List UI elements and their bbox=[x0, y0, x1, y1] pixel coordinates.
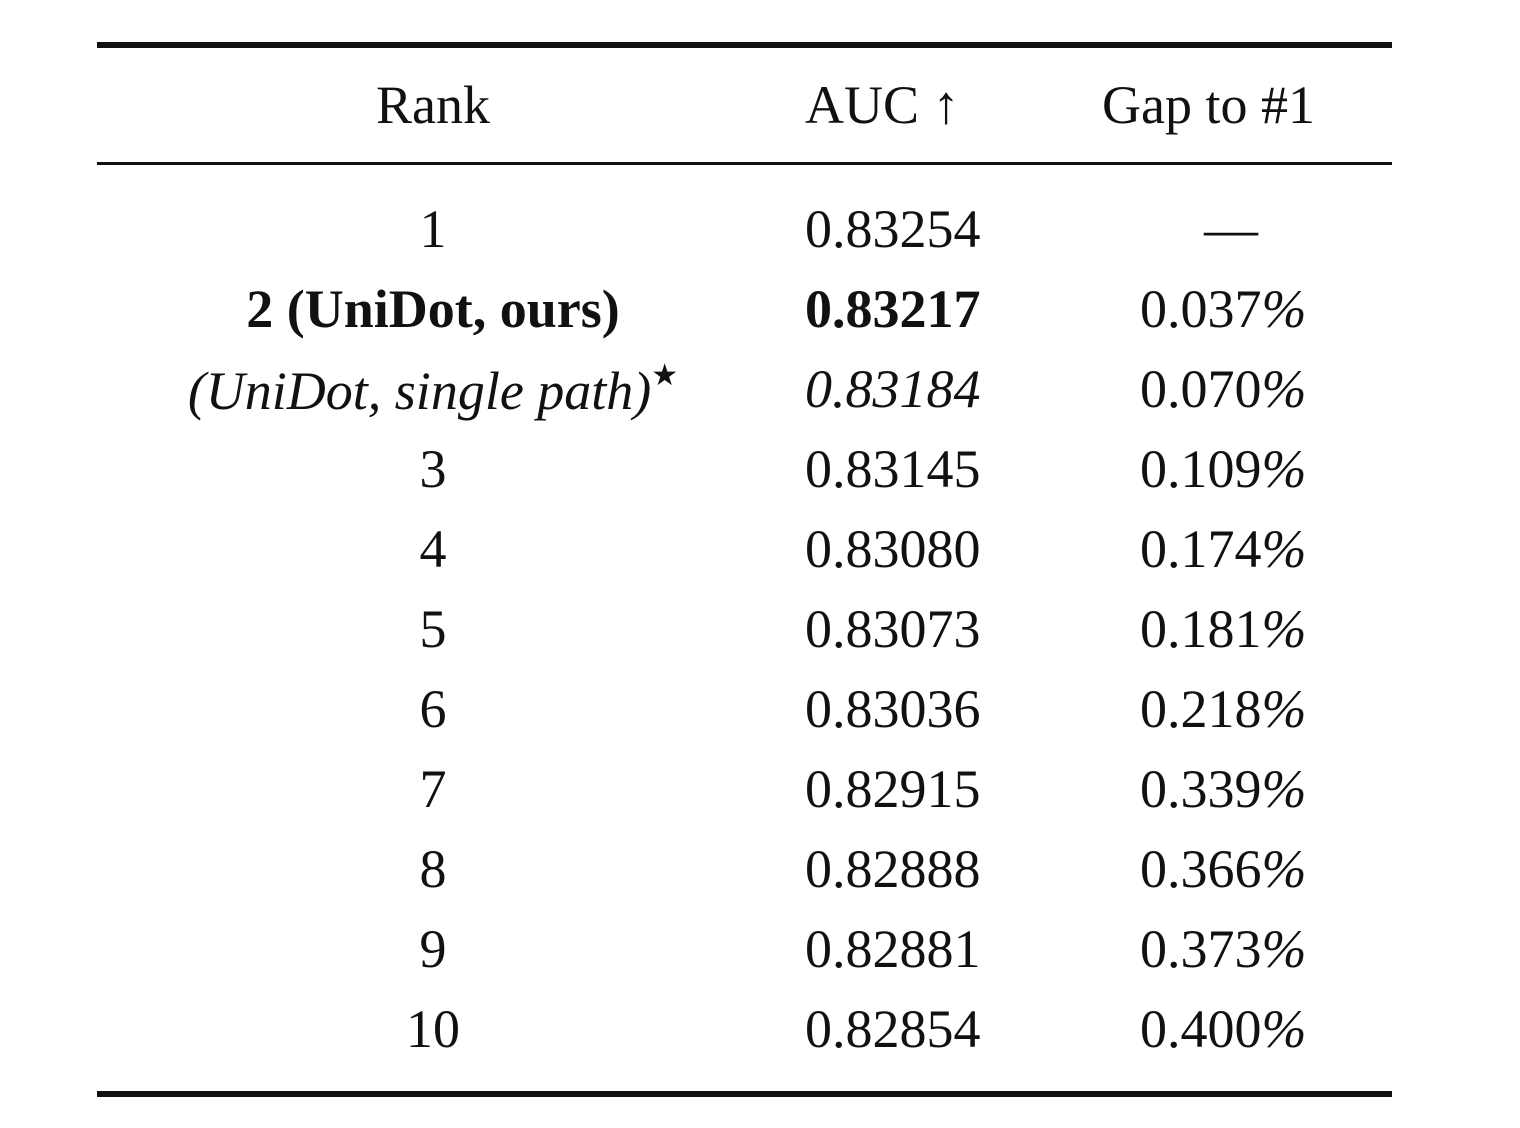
percent-sign: % bbox=[1261, 919, 1307, 979]
header-row: Rank AUC ↑ Gap to #1 bbox=[97, 45, 1392, 164]
table-row-ours: 2 (UniDot, ours) 0.83217 0.037% bbox=[97, 269, 1392, 349]
gap-cell: 0.366% bbox=[1075, 829, 1392, 909]
table-header: Rank AUC ↑ Gap to #1 bbox=[97, 45, 1392, 164]
percent-sign: % bbox=[1261, 439, 1307, 499]
table-body: 1 0.83254 — 2 (UniDot, ours) 0.83217 0.0… bbox=[97, 164, 1392, 1094]
table-row: 5 0.83073 0.181% bbox=[97, 589, 1392, 669]
table-row: 6 0.83036 0.218% bbox=[97, 669, 1392, 749]
auc-cell: 0.82888 bbox=[805, 839, 981, 899]
gap-value: 0.400 bbox=[1140, 999, 1262, 1059]
rank-cell: 1 bbox=[419, 199, 447, 259]
percent-sign: % bbox=[1261, 359, 1307, 419]
table-row-single-path: (UniDot, single path)★ 0.83184 0.070% bbox=[97, 349, 1392, 429]
auc-cell: 0.83217 bbox=[805, 279, 981, 339]
auc-cell: 0.82915 bbox=[805, 759, 981, 819]
rank-cell: (UniDot, single path)★ bbox=[97, 349, 769, 429]
percent-sign: % bbox=[1261, 519, 1307, 579]
gap-cell: 0.070% bbox=[1075, 349, 1392, 429]
gap-cell: 0.339% bbox=[1075, 749, 1392, 829]
table-row: 7 0.82915 0.339% bbox=[97, 749, 1392, 829]
rank-cell: 4 bbox=[419, 519, 447, 579]
gap-cell: 0.400% bbox=[1075, 989, 1392, 1094]
auc-cell: 0.83080 bbox=[805, 519, 981, 579]
leaderboard-table-container: Rank AUC ↑ Gap to #1 1 0.83254 — 2 (UniD… bbox=[97, 42, 1392, 1097]
rank-cell: 9 bbox=[419, 919, 447, 979]
percent-sign: % bbox=[1261, 999, 1307, 1059]
leaderboard-table: Rank AUC ↑ Gap to #1 1 0.83254 — 2 (UniD… bbox=[97, 42, 1392, 1097]
auc-cell: 0.83184 bbox=[805, 359, 981, 419]
gap-cell: 0.037% bbox=[1075, 269, 1392, 349]
rank-cell: 10 bbox=[406, 999, 460, 1059]
gap-value: 0.109 bbox=[1140, 439, 1262, 499]
rank-cell: 5 bbox=[419, 599, 447, 659]
rank-cell: 8 bbox=[419, 839, 447, 899]
gap-value: 0.339 bbox=[1140, 759, 1262, 819]
rank-cell: 2 (UniDot, ours) bbox=[246, 279, 620, 339]
table-row: 10 0.82854 0.400% bbox=[97, 989, 1392, 1094]
table-row: 8 0.82888 0.366% bbox=[97, 829, 1392, 909]
rank-cell: 7 bbox=[419, 759, 447, 819]
auc-cell: 0.83254 bbox=[805, 199, 981, 259]
header-rank: Rank bbox=[376, 75, 490, 135]
gap-value: 0.366 bbox=[1140, 839, 1262, 899]
gap-cell: — bbox=[1204, 199, 1258, 259]
auc-cell: 0.83073 bbox=[805, 599, 981, 659]
auc-cell: 0.83036 bbox=[805, 679, 981, 739]
header-auc: AUC ↑ bbox=[805, 75, 960, 135]
gap-value: 0.373 bbox=[1140, 919, 1262, 979]
gap-value: 0.037 bbox=[1140, 279, 1262, 339]
gap-cell: 0.181% bbox=[1075, 589, 1392, 669]
gap-value: 0.174 bbox=[1140, 519, 1262, 579]
gap-value: 0.070 bbox=[1140, 359, 1262, 419]
percent-sign: % bbox=[1261, 279, 1307, 339]
header-gap: Gap to #1 bbox=[1102, 75, 1315, 135]
table-row: 3 0.83145 0.109% bbox=[97, 429, 1392, 509]
gap-value: 0.218 bbox=[1140, 679, 1262, 739]
rank-cell: 3 bbox=[419, 439, 447, 499]
percent-sign: % bbox=[1261, 839, 1307, 899]
auc-cell: 0.83145 bbox=[805, 439, 981, 499]
gap-cell: 0.373% bbox=[1075, 909, 1392, 989]
rank-label: (UniDot, single path) bbox=[187, 360, 652, 421]
percent-sign: % bbox=[1261, 599, 1307, 659]
star-footnote-mark: ★ bbox=[651, 358, 679, 392]
percent-sign: % bbox=[1261, 679, 1307, 739]
gap-cell: 0.109% bbox=[1075, 429, 1392, 509]
table-row: 4 0.83080 0.174% bbox=[97, 509, 1392, 589]
rank-cell: 6 bbox=[419, 679, 447, 739]
auc-cell: 0.82854 bbox=[805, 999, 981, 1059]
gap-value: 0.181 bbox=[1140, 599, 1262, 659]
gap-cell: 0.218% bbox=[1075, 669, 1392, 749]
auc-cell: 0.82881 bbox=[805, 919, 981, 979]
table-row: 1 0.83254 — bbox=[97, 164, 1392, 270]
table-row: 9 0.82881 0.373% bbox=[97, 909, 1392, 989]
percent-sign: % bbox=[1261, 759, 1307, 819]
gap-cell: 0.174% bbox=[1075, 509, 1392, 589]
